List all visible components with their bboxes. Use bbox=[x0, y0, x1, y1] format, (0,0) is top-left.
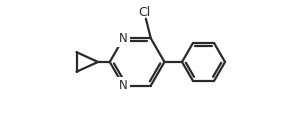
Text: N: N bbox=[119, 32, 128, 45]
Text: N: N bbox=[119, 79, 128, 92]
Text: Cl: Cl bbox=[138, 6, 150, 19]
